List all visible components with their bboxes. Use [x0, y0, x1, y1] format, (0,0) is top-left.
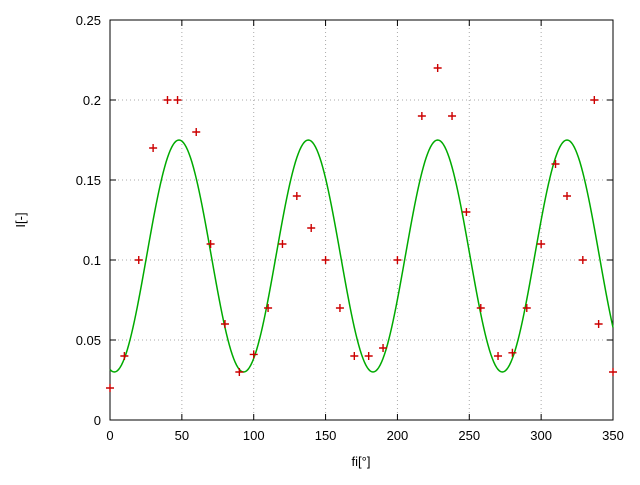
- y-axis-label: I[-]: [13, 212, 28, 227]
- data-point-marker: [321, 256, 330, 264]
- data-point-marker: [494, 352, 503, 360]
- data-point-marker: [220, 320, 229, 328]
- grid-layer: [110, 20, 613, 420]
- data-point-marker: [206, 240, 215, 248]
- y-tick-label: 0.05: [76, 333, 101, 348]
- data-point-marker: [417, 112, 426, 120]
- data-point-marker: [551, 160, 560, 168]
- y-tick-label: 0.2: [83, 93, 101, 108]
- x-tick-label: 100: [243, 428, 265, 443]
- data-point-marker: [448, 112, 457, 120]
- data-point-marker: [433, 64, 442, 72]
- data-point-marker: [173, 96, 182, 104]
- data-point-marker: [120, 352, 129, 360]
- x-tick-label: 50: [175, 428, 189, 443]
- data-point-marker: [106, 384, 114, 392]
- data-point-marker: [563, 192, 572, 200]
- data-point-marker: [609, 368, 617, 376]
- data-point-marker: [264, 304, 273, 312]
- plot-border: [109, 19, 614, 421]
- x-tick-label: 150: [315, 428, 337, 443]
- data-point-marker: [278, 240, 287, 248]
- data-point-marker: [249, 350, 258, 359]
- data-point-marker: [537, 240, 546, 248]
- x-tick-label: 300: [530, 428, 552, 443]
- data-point-marker: [149, 144, 158, 152]
- x-tick-label: 250: [458, 428, 480, 443]
- x-axis-label: fi[°]: [352, 454, 371, 469]
- data-point-marker: [508, 348, 517, 357]
- data-point-marker: [379, 344, 388, 352]
- data-point-marker: [134, 256, 143, 264]
- data-point-marker: [578, 256, 587, 264]
- curve-layer: [109, 139, 614, 373]
- data-point-marker: [192, 128, 201, 136]
- x-tick-label: 350: [602, 428, 624, 443]
- data-point-marker: [235, 368, 244, 376]
- data-point-marker: [335, 304, 344, 312]
- data-point-marker: [590, 96, 599, 104]
- data-point-marker: [307, 224, 316, 232]
- data-point-marker: [522, 304, 531, 312]
- tick-layer: [109, 19, 614, 421]
- fit-curve-line: [109, 139, 614, 373]
- data-point-marker: [476, 304, 485, 312]
- data-point-marker: [292, 192, 301, 200]
- data-point-marker: [364, 352, 373, 360]
- data-point-marker: [462, 208, 471, 216]
- y-tick-label: 0.1: [83, 253, 101, 268]
- y-tick-label: 0.15: [76, 173, 101, 188]
- x-tick-label: 200: [387, 428, 409, 443]
- data-point-marker: [163, 96, 172, 104]
- y-tick-label: 0: [94, 413, 101, 428]
- data-point-marker: [350, 352, 359, 360]
- x-tick-label: 0: [106, 428, 113, 443]
- marker-layer: [106, 64, 617, 392]
- y-tick-label: 0.25: [76, 13, 101, 28]
- data-point-marker: [594, 320, 603, 328]
- ticklabel-layer: 0 50 100 150 200 250 300 350 0 0.05 0.1 0.15 0.2 0.25: [76, 13, 624, 443]
- data-point-marker: [393, 256, 402, 264]
